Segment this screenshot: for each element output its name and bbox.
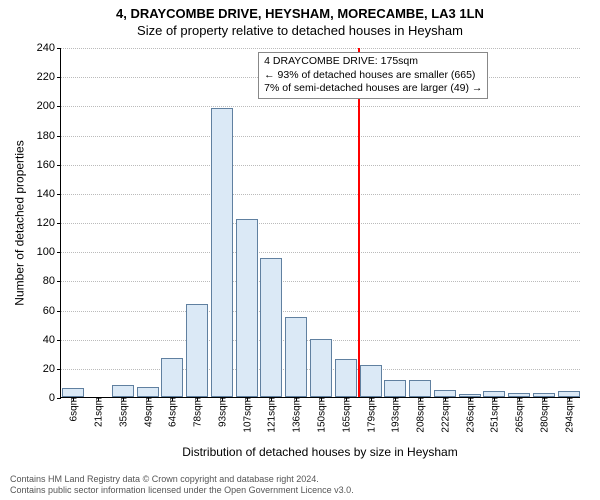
histogram-bar [384,380,406,398]
annotation-box: 4 DRAYCOMBE DRIVE: 175sqm← 93% of detach… [258,52,488,99]
xtick-label: 179sqm [364,397,377,433]
ytick-label: 160 [37,159,61,171]
annotation-line: 4 DRAYCOMBE DRIVE: 175sqm [264,55,482,69]
xtick-label: 193sqm [389,397,402,433]
xtick-label: 294sqm [562,397,575,433]
footer: Contains HM Land Registry data © Crown c… [10,474,590,497]
ytick-label: 200 [37,100,61,112]
histogram-bar [285,317,307,397]
gridline [61,165,580,166]
gridline [61,223,580,224]
footer-line-1: Contains HM Land Registry data © Crown c… [10,474,590,485]
gridline [61,136,580,137]
xtick-label: 280sqm [537,397,550,433]
histogram-bar [186,304,208,397]
annotation-line: 7% of semi-detached houses are larger (4… [264,82,482,96]
histogram-bar [62,388,84,397]
ytick-label: 80 [43,275,61,287]
xtick-label: 121sqm [265,397,278,433]
xtick-label: 222sqm [438,397,451,433]
page-title: 4, DRAYCOMBE DRIVE, HEYSHAM, MORECAMBE, … [0,0,600,21]
gridline [61,194,580,195]
xtick-label: 265sqm [513,397,526,433]
ytick-label: 40 [43,334,61,346]
xtick-label: 49sqm [141,397,154,427]
x-axis-label: Distribution of detached houses by size … [60,445,580,459]
xtick-label: 78sqm [191,397,204,427]
subtitle: Size of property relative to detached ho… [0,21,600,38]
xtick-label: 64sqm [166,397,179,427]
ytick-label: 140 [37,188,61,200]
gridline [61,311,580,312]
histogram-plot: 0204060801001201401601802002202406sqm21s… [60,48,580,398]
histogram-bar [260,258,282,397]
ytick-label: 220 [37,71,61,83]
histogram-bar [236,219,258,397]
marker-line [358,48,360,397]
histogram-bar [434,390,456,397]
xtick-label: 107sqm [240,397,253,433]
xtick-label: 150sqm [315,397,328,433]
histogram-bar [409,380,431,398]
gridline [61,106,580,107]
gridline [61,252,580,253]
histogram-bar [310,339,332,397]
ytick-label: 240 [37,42,61,54]
histogram-bar [360,365,382,397]
xtick-label: 6sqm [67,397,80,421]
xtick-label: 136sqm [290,397,303,433]
histogram-bar [137,387,159,397]
ytick-label: 20 [43,363,61,375]
histogram-bar [112,385,134,397]
ytick-label: 60 [43,305,61,317]
xtick-label: 93sqm [215,397,228,427]
histogram-bar [211,108,233,397]
gridline [61,48,580,49]
ytick-label: 180 [37,130,61,142]
xtick-label: 165sqm [339,397,352,433]
xtick-label: 35sqm [116,397,129,427]
y-axis-label-container: Number of detached properties [12,48,28,398]
xtick-label: 208sqm [414,397,427,433]
gridline [61,281,580,282]
footer-line-2: Contains public sector information licen… [10,485,590,496]
histogram-bar [161,358,183,397]
histogram-bar [335,359,357,397]
ytick-label: 100 [37,246,61,258]
ytick-label: 0 [49,392,61,404]
xtick-label: 21sqm [92,397,105,427]
xtick-label: 236sqm [463,397,476,433]
xtick-label: 251sqm [488,397,501,433]
y-axis-label: Number of detached properties [13,140,27,305]
ytick-label: 120 [37,217,61,229]
annotation-line: ← 93% of detached houses are smaller (66… [264,69,482,83]
